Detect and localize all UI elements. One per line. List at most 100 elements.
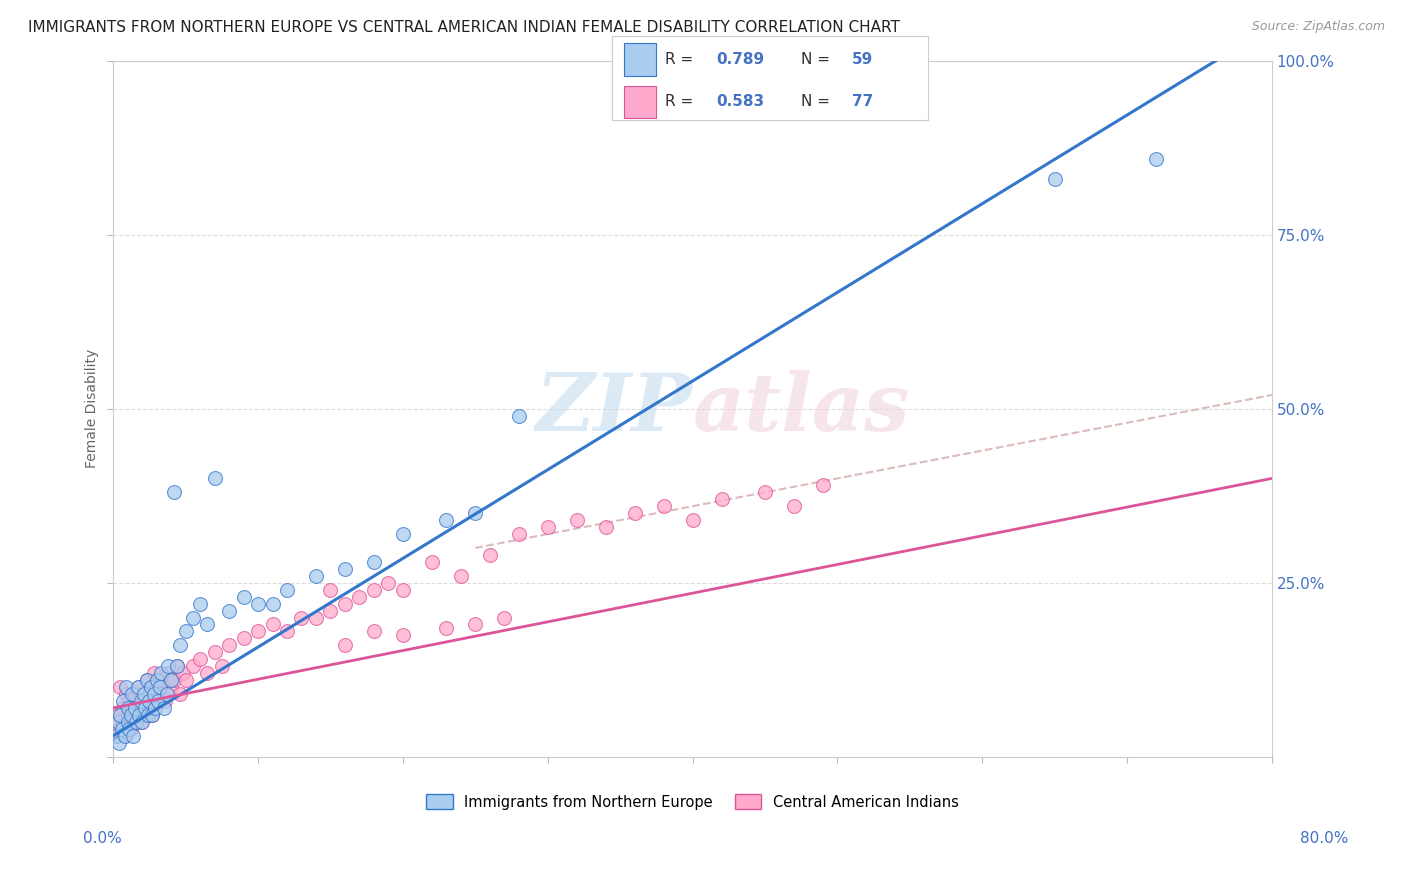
Point [262, 597, 284, 611]
Point [117, 707, 139, 722]
Point [112, 701, 135, 715]
Point [125, 707, 148, 722]
Text: 77: 77 [852, 95, 873, 110]
Point [143, 701, 166, 715]
Point [232, 590, 254, 604]
Point [169, 687, 191, 701]
Point [118, 694, 141, 708]
Point [146, 694, 169, 708]
Point [494, 610, 516, 624]
Point [247, 624, 270, 639]
Point [145, 687, 167, 701]
Point [121, 687, 143, 701]
Point [107, 714, 129, 729]
Text: IMMIGRANTS FROM NORTHERN EUROPE VS CENTRAL AMERICAN INDIAN FEMALE DISABILITY COR: IMMIGRANTS FROM NORTHERN EUROPE VS CENTR… [28, 20, 900, 35]
Point [464, 617, 486, 632]
Point [139, 680, 162, 694]
Point [135, 673, 157, 687]
Point [127, 680, 149, 694]
Point [134, 707, 156, 722]
Point [392, 527, 415, 541]
Point [166, 659, 188, 673]
Point [392, 582, 415, 597]
Point [157, 659, 180, 673]
Text: atlas: atlas [693, 370, 910, 448]
Text: N =: N = [801, 52, 835, 67]
Point [508, 527, 530, 541]
Point [363, 624, 385, 639]
Point [392, 628, 415, 642]
Text: 59: 59 [852, 52, 873, 67]
Point [710, 492, 733, 507]
Point [169, 638, 191, 652]
Point [349, 590, 371, 604]
Point [120, 707, 142, 722]
Point [508, 409, 530, 423]
Point [652, 500, 675, 514]
Point [204, 645, 226, 659]
Point [108, 722, 131, 736]
Point [127, 694, 149, 708]
Point [1144, 152, 1167, 166]
Point [333, 562, 356, 576]
Text: 0.0%: 0.0% [83, 831, 122, 847]
Point [122, 729, 145, 743]
Legend: Immigrants from Northern Europe, Central American Indians: Immigrants from Northern Europe, Central… [420, 789, 965, 815]
Point [262, 617, 284, 632]
Point [120, 722, 142, 736]
Point [125, 714, 148, 729]
Point [138, 694, 160, 708]
Point [114, 729, 136, 743]
Text: 0.583: 0.583 [716, 95, 763, 110]
Bar [624, 86, 655, 118]
Point [141, 707, 163, 722]
Point [232, 632, 254, 646]
Point [124, 701, 146, 715]
Point [305, 610, 328, 624]
Point [128, 680, 150, 694]
Point [464, 506, 486, 520]
Point [117, 701, 139, 715]
Point [363, 582, 385, 597]
Point [682, 513, 704, 527]
Point [117, 714, 139, 729]
Point [148, 680, 170, 694]
Point [111, 722, 134, 736]
Point [290, 610, 312, 624]
Point [136, 707, 159, 722]
Point [333, 597, 356, 611]
Point [218, 603, 240, 617]
Point [136, 701, 159, 715]
Point [783, 500, 806, 514]
Point [160, 680, 183, 694]
Point [247, 597, 270, 611]
Point [166, 659, 188, 673]
Point [811, 478, 834, 492]
Point [141, 707, 163, 722]
Point [115, 680, 138, 694]
Point [148, 680, 170, 694]
Point [132, 687, 155, 701]
Point [138, 694, 160, 708]
Point [155, 694, 177, 708]
Point [218, 638, 240, 652]
Point [112, 694, 135, 708]
Point [420, 555, 443, 569]
Point [105, 729, 128, 743]
Point [131, 714, 153, 729]
Text: 80.0%: 80.0% [1301, 831, 1348, 847]
Point [118, 722, 141, 736]
Point [319, 603, 342, 617]
Point [131, 701, 153, 715]
Text: R =: R = [665, 95, 699, 110]
Point [537, 520, 560, 534]
Point [333, 638, 356, 652]
Point [110, 707, 132, 722]
Point [157, 666, 180, 681]
Point [377, 575, 399, 590]
Point [172, 666, 194, 681]
Point [122, 714, 145, 729]
Point [114, 729, 136, 743]
Point [305, 568, 328, 582]
Text: 0.789: 0.789 [716, 52, 763, 67]
